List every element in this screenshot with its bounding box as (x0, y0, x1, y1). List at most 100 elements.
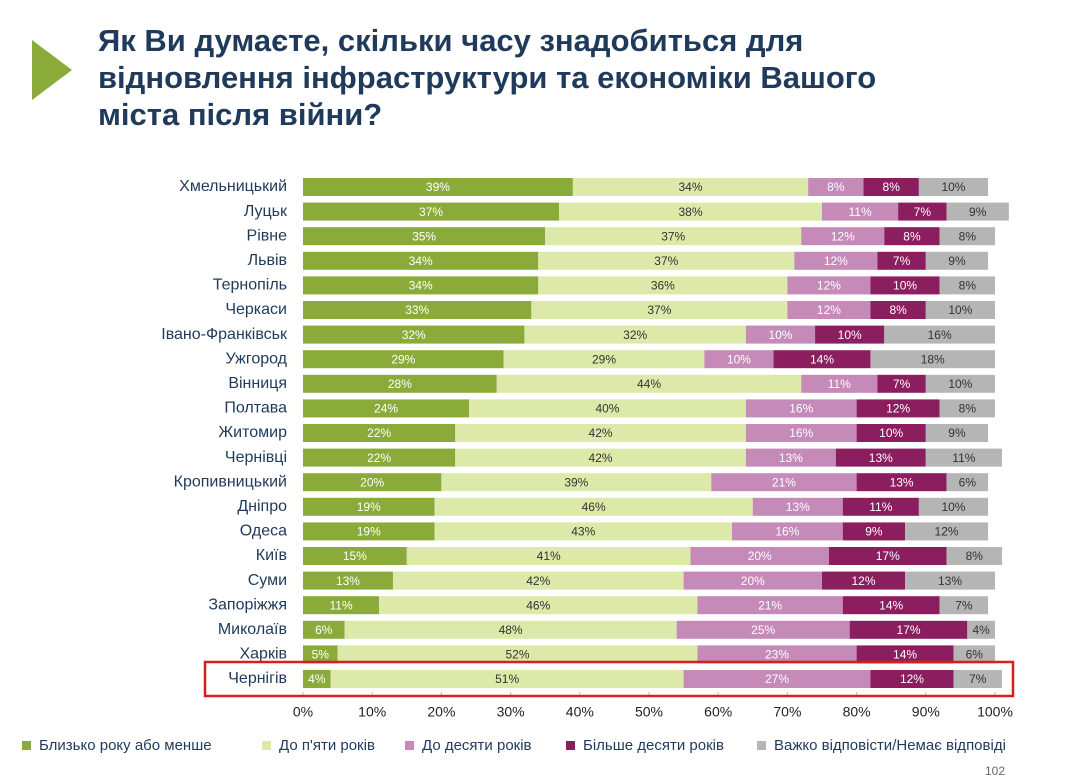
bar-segment (801, 227, 885, 246)
value-label: 11% (828, 377, 851, 391)
value-label: 14% (893, 648, 917, 662)
value-label: 8% (889, 303, 907, 317)
value-label: 42% (589, 426, 613, 440)
bar-segment (303, 473, 442, 492)
value-label: 22% (367, 451, 391, 465)
bar-segment (303, 645, 338, 664)
value-label: 20% (748, 549, 772, 563)
value-label: 15% (343, 549, 367, 563)
bar-segment (303, 522, 435, 541)
bar-segment (745, 399, 857, 418)
bar-segment (849, 620, 968, 639)
bar-segment (455, 424, 746, 442)
value-label: 52% (506, 648, 530, 662)
bar-segment (392, 571, 684, 590)
bar-segment (303, 178, 573, 196)
highlight-box (203, 660, 1015, 698)
value-label: 13% (336, 574, 360, 588)
value-label: 33% (405, 303, 429, 317)
bar-segment (794, 251, 878, 270)
value-label: 4% (972, 623, 990, 637)
legend-label: Важко відповісти/Немає відповіді (774, 737, 1006, 754)
legend-marker (262, 741, 271, 750)
category-label: Полтава (224, 400, 287, 417)
value-label: 17% (876, 549, 900, 563)
bar-segment (303, 670, 331, 688)
value-label: 9% (969, 205, 987, 219)
bar-segment (538, 276, 788, 295)
value-label: 12% (852, 574, 876, 588)
value-label: 8% (883, 180, 901, 194)
bar-segment (918, 497, 989, 516)
bar-segment (434, 497, 753, 516)
x-tick-label: 50% (635, 704, 663, 720)
category-label: Суми (248, 572, 287, 589)
category-label: Тернопіль (213, 277, 287, 294)
bar-segment (946, 202, 1009, 221)
category-label: Харків (239, 646, 287, 663)
value-label: 8% (966, 549, 984, 563)
bar-segment (877, 374, 926, 393)
value-label: 12% (900, 672, 924, 686)
legend-marker (405, 741, 414, 750)
bar-segment (303, 497, 435, 516)
value-label: 25% (751, 623, 775, 637)
logo-triangle (32, 40, 72, 100)
value-label: 34% (409, 254, 433, 268)
category-label: Хмельницький (179, 178, 287, 195)
bar-segment (815, 325, 885, 344)
value-label: 11% (848, 205, 871, 219)
bar-segment (752, 497, 843, 516)
value-label: 7% (955, 598, 973, 612)
category-label: Одеса (240, 523, 287, 540)
x-tick-label: 30% (497, 704, 525, 720)
category-label: Івано-Франківськ (161, 326, 288, 343)
value-label: 7% (893, 254, 911, 268)
value-label: 43% (571, 525, 595, 539)
value-label: 17% (896, 623, 920, 637)
value-label: 6% (315, 623, 333, 637)
bar-segment (344, 620, 677, 639)
legend-marker (566, 741, 575, 750)
value-label: 13% (890, 475, 914, 489)
bar-segment (303, 571, 393, 590)
value-label: 14% (810, 352, 834, 366)
bar-segment (683, 571, 822, 590)
value-label: 19% (357, 500, 381, 514)
bar-segment (531, 301, 788, 319)
bar-segment (842, 596, 940, 615)
bar-segment (905, 522, 989, 541)
value-label: 4% (308, 672, 326, 686)
value-label: 13% (869, 451, 893, 465)
value-label: 34% (679, 180, 703, 194)
value-label: 18% (921, 352, 945, 366)
value-label: 8% (959, 279, 977, 293)
value-label: 5% (312, 648, 330, 662)
bar-segment (732, 522, 843, 541)
value-label: 38% (679, 205, 703, 219)
value-label: 44% (637, 377, 661, 391)
value-label: 10% (727, 352, 751, 366)
bar-segment (434, 522, 733, 541)
bar-segment (925, 424, 989, 442)
category-label: Черкаси (225, 301, 287, 318)
value-label: 28% (388, 377, 412, 391)
legend-label: До десяти років (422, 737, 532, 754)
value-label: 12% (817, 303, 841, 317)
value-label: 7% (969, 672, 987, 686)
bar-segment (884, 227, 940, 246)
bar-segment (683, 670, 871, 688)
bar-segment (303, 325, 525, 344)
bar-segment (856, 424, 926, 442)
category-label: Миколаїв (218, 621, 287, 638)
x-tick-label: 100% (977, 704, 1013, 720)
value-label: 10% (948, 303, 972, 317)
value-label: 23% (765, 648, 789, 662)
bar-segment (303, 620, 345, 639)
bar-segment (925, 374, 995, 393)
bar-segment (953, 670, 1002, 688)
legend-label: До п'яти років (279, 737, 375, 754)
bar-segment (925, 301, 995, 319)
bar-segment (822, 202, 899, 221)
